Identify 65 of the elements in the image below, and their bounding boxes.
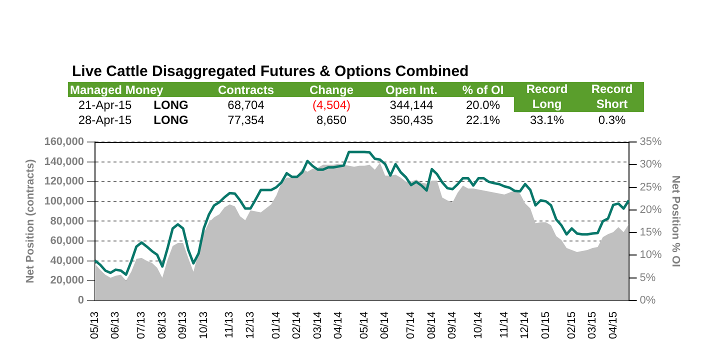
x-tick-label: 11/13 [224,311,236,338]
y2-tick-label: 0% [640,294,656,307]
x-tick-label: 09/13 [177,311,190,340]
y2-tick-label: 20% [640,204,662,216]
text: 350,435 [388,112,434,127]
text: 21-Apr-15 [77,97,133,112]
text: (4,504) [311,97,352,112]
x-tick-label: 04/15 [607,311,620,340]
x-tick-label: 06/13 [110,311,122,340]
text: Change [292,82,371,97]
y-tick-label: 60,000 [50,235,84,248]
y2-tick-label: 30% [640,158,662,171]
y-tick-label: 80,000 [50,215,84,228]
text: 0.3% [597,112,627,127]
y-tick-label: 160,000 [44,136,84,148]
y-tick-label: 0 [78,294,84,307]
text: 344,144 [388,97,434,112]
text: 8,650 [315,112,348,127]
text: 33.1% [528,112,566,127]
y-axis-title: Net Position (contracts) [24,158,37,284]
y2-axis-title: Net Position % OI [669,175,682,268]
x-tick-label: 08/14 [426,311,438,340]
x-tick-label: 03/14 [312,311,324,340]
x-tick-label: 08/13 [156,311,168,340]
x-tick-label: 05/14 [358,311,370,340]
y2-tick-label: 35% [640,136,662,148]
x-tick-label: 06/14 [379,311,392,340]
x-tick-label: 12/14 [519,311,532,340]
text: 77,354 [226,112,266,127]
text: Record Long [514,82,580,112]
y-tick-label: 20,000 [50,274,84,287]
chart-title: Live Cattle Disaggregated Futures & Options Combined [72,63,469,80]
x-tick-label: 03/15 [586,311,599,340]
y-tick-label: 40,000 [50,254,84,267]
x-tick-label: 01/14 [270,311,282,340]
x-tick-label: 09/14 [446,311,459,340]
text: Record Short [580,82,644,112]
x-tick-label: 12/13 [244,311,256,340]
x-tick-label: 07/14 [405,311,418,340]
x-tick-label: 02/15 [566,311,578,340]
y-tick-label: 120,000 [44,176,84,188]
x-tick-label: 05/13 [88,311,101,340]
text: LONG [152,97,190,112]
text: Contracts [200,82,292,97]
x-tick-label: 10/14 [472,311,485,340]
text: LONG [152,112,190,127]
y2-tick-label: 5% [640,272,656,284]
text: 20.0% [464,97,502,112]
text: 22.1% [464,112,502,127]
x-tick-label: 11/14 [498,311,510,338]
text: 68,704 [226,97,266,112]
y2-tick-label: 10% [640,249,662,262]
y-tick-label: 140,000 [44,156,84,168]
text: % of OI [452,82,514,97]
x-tick-label: 04/14 [332,311,345,340]
x-tick-label: 02/14 [291,311,304,340]
x-tick-label: 07/13 [136,311,148,340]
text: 28-Apr-15 [77,112,133,127]
text: Managed Money [68,82,200,97]
text: Open Int. [371,82,452,97]
y2-tick-label: 15% [640,226,662,239]
x-tick-label: 01/15 [540,311,552,340]
x-tick-label: 10/13 [198,311,210,340]
y-tick-label: 100,000 [44,195,84,208]
y2-tick-label: 25% [640,181,662,194]
